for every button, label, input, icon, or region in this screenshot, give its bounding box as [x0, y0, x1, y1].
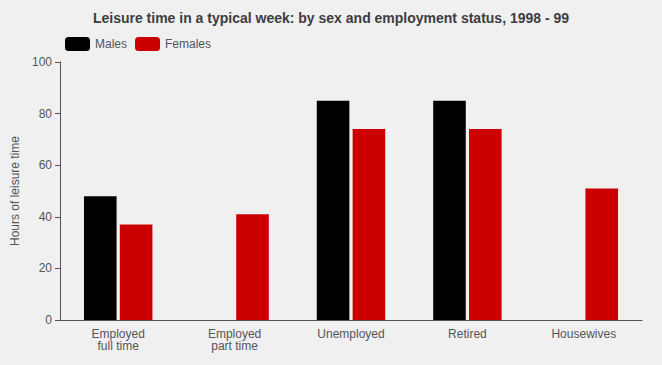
svg-text:full time: full time: [98, 339, 140, 353]
svg-text:Employed: Employed: [207, 327, 262, 341]
svg-text:Males: Males: [95, 37, 127, 51]
svg-text:Housewives: Housewives: [551, 327, 616, 341]
svg-text:100: 100: [32, 55, 52, 69]
svg-text:Females: Females: [165, 37, 211, 51]
svg-text:Retired: Retired: [448, 327, 487, 341]
svg-text:Leisure time in a typical week: Leisure time in a typical week: by sex a…: [93, 10, 569, 26]
svg-text:part time: part time: [211, 339, 258, 353]
svg-text:60: 60: [39, 158, 53, 172]
svg-text:20: 20: [39, 261, 53, 275]
svg-text:0: 0: [45, 313, 52, 327]
svg-text:80: 80: [39, 107, 53, 121]
svg-text:Hours of leisure time: Hours of leisure time: [8, 136, 22, 246]
svg-text:40: 40: [39, 210, 53, 224]
svg-text:Employed: Employed: [91, 327, 145, 341]
svg-text:Unemployed: Unemployed: [317, 327, 384, 341]
